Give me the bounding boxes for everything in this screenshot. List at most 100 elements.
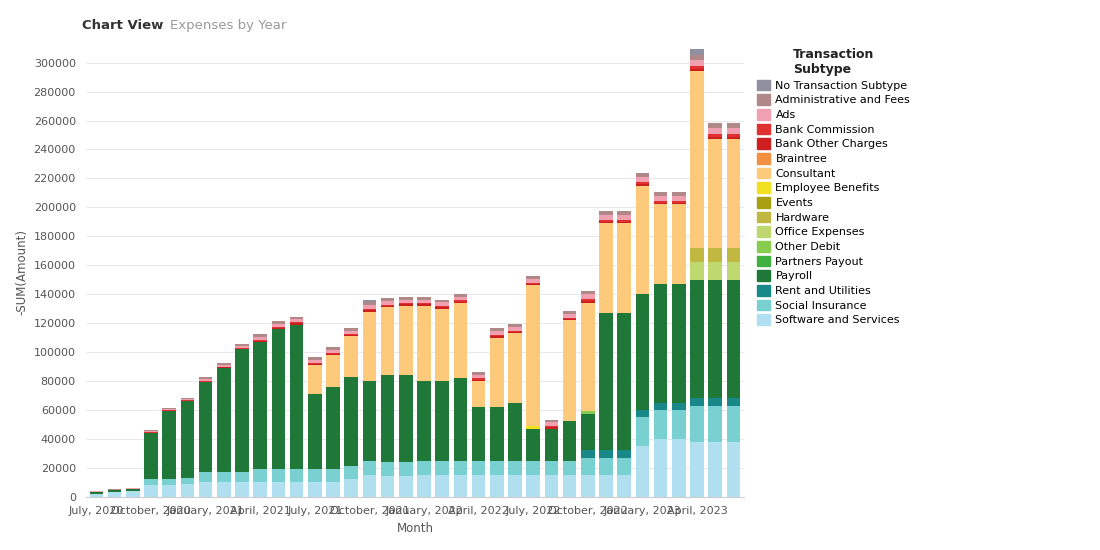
Bar — [581, 294, 595, 299]
Bar — [399, 300, 412, 303]
Bar — [617, 313, 631, 450]
Bar — [436, 300, 449, 302]
Bar — [399, 476, 412, 497]
Bar — [636, 294, 649, 410]
Bar — [617, 458, 631, 475]
Bar — [381, 476, 395, 497]
Bar — [436, 302, 449, 306]
Bar — [363, 309, 376, 310]
Bar — [600, 313, 613, 450]
Bar — [672, 205, 685, 284]
Bar — [144, 433, 158, 480]
Bar — [453, 300, 468, 301]
Bar — [653, 192, 668, 196]
Bar — [636, 410, 649, 417]
Bar — [600, 475, 613, 497]
Bar — [417, 475, 431, 497]
Bar — [653, 410, 668, 439]
Bar — [436, 309, 449, 381]
Bar — [199, 381, 212, 382]
Bar — [472, 407, 485, 460]
Bar — [381, 462, 395, 476]
Bar — [563, 311, 576, 314]
Bar — [163, 480, 176, 485]
Bar — [527, 460, 540, 475]
Bar — [708, 405, 722, 442]
Bar — [272, 469, 285, 482]
Bar — [708, 398, 722, 405]
Bar — [453, 301, 468, 303]
Bar — [453, 460, 468, 475]
Bar — [690, 54, 704, 59]
Bar — [708, 280, 722, 398]
Bar — [180, 399, 195, 400]
Bar — [417, 304, 431, 306]
Bar — [490, 407, 504, 460]
Bar — [289, 324, 304, 469]
Bar — [581, 411, 595, 414]
Bar — [527, 428, 540, 460]
Bar — [399, 303, 412, 304]
Bar — [636, 177, 649, 182]
Bar — [472, 378, 485, 380]
Bar — [727, 262, 740, 280]
Bar — [653, 196, 668, 201]
Bar — [344, 331, 359, 334]
Bar — [490, 331, 504, 335]
Bar — [144, 480, 158, 485]
Bar — [199, 482, 212, 497]
Bar — [289, 320, 304, 322]
Bar — [690, 69, 704, 72]
Bar — [199, 377, 212, 379]
Bar — [636, 173, 649, 177]
Bar — [253, 469, 267, 482]
Bar — [617, 214, 631, 220]
Bar — [381, 375, 395, 462]
Bar — [180, 478, 195, 483]
Bar — [163, 411, 176, 480]
Bar — [600, 214, 613, 220]
Bar — [217, 365, 231, 367]
Bar — [690, 405, 704, 442]
Bar — [217, 368, 231, 472]
Bar — [289, 322, 304, 323]
Bar — [508, 475, 521, 497]
Bar — [672, 403, 685, 410]
Bar — [708, 128, 722, 134]
Bar — [653, 403, 668, 410]
Bar — [436, 460, 449, 475]
Bar — [490, 335, 504, 336]
Bar — [617, 222, 631, 223]
Bar — [308, 394, 321, 469]
Bar — [272, 327, 285, 328]
Bar — [708, 139, 722, 248]
Bar — [600, 450, 613, 458]
Bar — [636, 417, 649, 446]
Bar — [617, 220, 631, 222]
Bar — [163, 408, 176, 409]
Bar — [453, 475, 468, 497]
Bar — [617, 211, 631, 215]
Bar — [253, 339, 267, 341]
Bar — [327, 347, 340, 350]
Bar — [327, 354, 340, 355]
Bar — [563, 475, 576, 497]
Bar — [253, 342, 267, 469]
Bar — [563, 460, 576, 475]
Bar — [727, 139, 740, 248]
Bar — [344, 334, 359, 335]
Bar — [600, 220, 613, 222]
Bar — [272, 323, 285, 327]
Bar — [453, 303, 468, 378]
Bar — [217, 472, 231, 482]
Bar — [108, 490, 121, 492]
Bar — [235, 472, 249, 482]
Bar — [636, 182, 649, 184]
Bar — [581, 303, 595, 411]
Bar — [636, 446, 649, 497]
Bar — [563, 314, 576, 317]
Bar — [308, 363, 321, 364]
Bar — [89, 494, 103, 497]
Bar — [708, 442, 722, 497]
Bar — [672, 439, 685, 497]
